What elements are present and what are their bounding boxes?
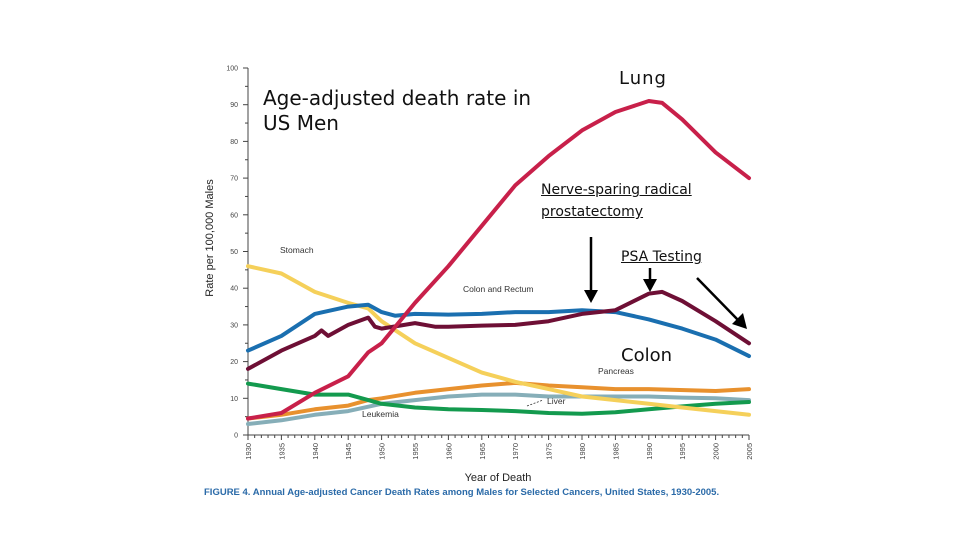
y-tick-label: 20 [230,359,238,366]
y-tick-label: 40 [230,286,238,293]
y-tick-label: 30 [230,322,238,329]
x-tick-label: 1935 [277,443,286,460]
x-tick-label: 1965 [478,443,487,460]
arrow-psa-decline [696,277,739,321]
liver-leader-line [526,399,544,407]
series-line-liver [246,381,751,416]
x-tick-label: 1995 [678,443,687,460]
series-line-pancreas [246,380,751,421]
x-tick-label: 1945 [344,443,353,460]
slide-title: Age-adjusted death rate in US Men [263,86,532,135]
y-tick-label: 90 [230,102,238,109]
y-tick-label: 50 [230,249,238,256]
annotation-colon: Colon [621,345,673,366]
figure-caption: FIGURE 4. Annual Age-adjusted Cancer Dea… [204,487,719,498]
series-line-colon-and-rectum [246,302,751,359]
x-tick-label: 1930 [244,443,253,460]
annotation-lung: Lung [619,68,667,89]
label-pancreas: Pancreas [598,366,634,376]
x-tick-label: 1980 [578,443,587,460]
series-line-lung [246,99,751,421]
series-line-stomach [246,264,751,417]
y-tick-label: 10 [230,396,238,403]
x-tick-label: 2005 [745,443,754,460]
label-colon-rectum: Colon and Rectum [463,284,533,294]
x-tick-label: 2000 [712,443,721,460]
arrowhead-nerve-sparing-icon [584,290,598,303]
annotation-nerve-sparing: Nerve-sparing radical prostatectomy [541,182,692,220]
x-tick-label: 1960 [444,443,453,460]
label-leukemia: Leukemia [362,409,399,419]
label-liver: Liver [547,396,566,406]
series-line-prostate [246,289,751,371]
arrowhead-psa-icon [643,279,657,292]
x-axis-label: Year of Death [465,472,532,484]
x-tick-label: 1940 [311,443,320,460]
label-stomach: Stomach [280,245,314,255]
y-tick-label: 60 [230,212,238,219]
x-tick-label: 1950 [378,443,387,460]
annotation-psa-testing: PSA Testing [621,249,702,265]
x-tick-label: 1970 [511,443,520,460]
y-axis-label: Rate per 100,000 Males [204,179,216,297]
y-tick-label: 0 [234,433,238,440]
arrowhead-decline-icon [732,313,747,329]
y-tick-label: 80 [230,139,238,146]
y-tick-label: 100 [226,66,238,73]
series-line-leukemia [246,392,751,426]
x-tick-label: 1975 [545,443,554,460]
y-tick-label: 70 [230,176,238,183]
x-tick-label: 1955 [411,443,420,460]
annotation-arrows [584,237,747,329]
x-tick-label: 1985 [611,443,620,460]
x-tick-label: 1990 [645,443,654,460]
